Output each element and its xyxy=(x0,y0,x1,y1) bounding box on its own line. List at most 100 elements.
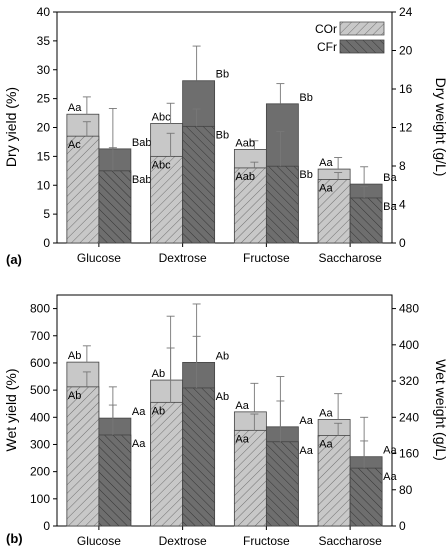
cfr-inner-letters: Ba xyxy=(383,201,397,213)
y-tick-label: 20 xyxy=(37,121,51,135)
cfr-total-letters: Aa xyxy=(299,415,313,427)
legend-label-cfr: CFr xyxy=(317,40,337,54)
cor-inner-bar-hatch xyxy=(150,155,184,244)
y2-tick-label: 0 xyxy=(399,519,406,533)
cor-total-letters: Aa xyxy=(319,407,333,419)
x-tick-label: Glucose xyxy=(77,251,121,265)
x-tick-label: Glucose xyxy=(77,534,121,548)
cfr-inner-bar-hatch xyxy=(349,197,383,244)
chart-marks: 0 100 200 300 400 500 600 700 800 0 80 160 240 320 400… xyxy=(30,302,419,548)
cfr-inner-letters: Aa xyxy=(383,471,397,483)
chart-marks: 0 5 10 15 20 25 30 35 40 0 4 8 12 16 20 24 Glucose Aa Ac Ba… xyxy=(37,5,413,265)
plot-area-frame xyxy=(56,294,393,527)
y2-tick-label: 240 xyxy=(399,410,419,424)
y-tick-label: 5 xyxy=(43,207,50,221)
cfr-total-letters: Ba xyxy=(383,172,397,184)
y2-tick-label: 160 xyxy=(399,447,419,461)
cfr-inner-letters: Bb xyxy=(216,129,229,141)
cfr-inner-bar-hatch xyxy=(349,467,383,527)
y2-tick-label: 20 xyxy=(399,44,413,58)
x-tick-label: Dextrose xyxy=(159,534,207,548)
y2-tick-label: 400 xyxy=(399,338,419,352)
wet-yield-chart-panel: 0 100 200 300 400 500 600 700 800 0 80 160 240 320 400… xyxy=(3,294,448,548)
dry-yield-chart-panel: 0 5 10 15 20 25 30 35 40 0 4 8 12 16 20 24 Glucose Aa Ac Ba… xyxy=(3,5,448,267)
cor-total-letters: Abc xyxy=(152,111,171,123)
y-axis-title: Dry yield (%) xyxy=(3,87,19,167)
cor-inner-letters: Aa xyxy=(319,182,333,194)
y-tick-label: 600 xyxy=(30,356,50,370)
panel-label: (a) xyxy=(6,252,22,267)
cor-inner-bar-hatch xyxy=(150,401,184,527)
y2-tick-label: 12 xyxy=(399,121,413,135)
cor-inner-bar-hatch xyxy=(233,167,267,244)
y-tick-label: 25 xyxy=(37,92,51,106)
cor-total-letters: Ab xyxy=(152,368,165,380)
cor-inner-letters: Ab xyxy=(68,390,81,402)
y-tick-label: 300 xyxy=(30,437,50,451)
y-tick-label: 0 xyxy=(43,236,50,250)
x-tick-label: Fructose xyxy=(243,534,290,548)
y-tick-label: 15 xyxy=(37,149,51,163)
y-tick-label: 10 xyxy=(37,178,51,192)
y2-tick-label: 80 xyxy=(399,483,413,497)
cfr-inner-bar-hatch xyxy=(265,441,299,527)
cfr-total-letters: Bab xyxy=(132,137,152,149)
cor-inner-letters: Aa xyxy=(235,433,249,445)
y2-tick-label: 480 xyxy=(399,302,419,316)
cor-inner-bar-hatch xyxy=(317,435,351,527)
y-tick-label: 800 xyxy=(30,302,50,316)
cfr-inner-bar-hatch xyxy=(98,434,132,527)
y2-tick-label: 8 xyxy=(399,159,406,173)
cfr-inner-letters: Ab xyxy=(216,391,229,403)
cor-inner-bar-hatch xyxy=(317,179,351,244)
y2-axis-title: Wet weight (g/L) xyxy=(433,359,448,461)
cfr-inner-letters: Aa xyxy=(132,438,146,450)
y2-tick-label: 320 xyxy=(399,374,419,388)
cor-total-letters: Aa xyxy=(235,400,249,412)
y-tick-label: 400 xyxy=(30,410,50,424)
cor-inner-letters: Aab xyxy=(235,171,255,183)
legend: COr CFr xyxy=(315,21,385,54)
cfr-total-letters: Bb xyxy=(216,69,229,81)
x-tick-label: Fructose xyxy=(243,251,290,265)
y-tick-label: 0 xyxy=(43,519,50,533)
cfr-inner-letters: Aa xyxy=(299,445,313,457)
cfr-total-letters: Bb xyxy=(299,92,312,104)
y2-tick-label: 24 xyxy=(399,5,413,19)
cor-inner-bar-hatch xyxy=(66,135,100,244)
cor-inner-letters: Abc xyxy=(152,159,171,171)
cor-total-letters: Aab xyxy=(235,137,255,149)
cor-total-letters: Ab xyxy=(68,350,81,362)
cfr-inner-bar-hatch xyxy=(182,125,216,244)
cor-inner-bar-hatch xyxy=(66,386,100,527)
cfr-inner-bar-hatch xyxy=(98,170,132,244)
y-axis-title: Wet yield (%) xyxy=(3,369,19,452)
y-tick-label: 40 xyxy=(37,5,51,19)
cfr-total-letters: Ab xyxy=(216,350,229,362)
y-tick-label: 500 xyxy=(30,383,50,397)
cor-total-letters: Aa xyxy=(319,157,333,169)
legend-label-cor: COr xyxy=(315,22,337,36)
y2-tick-label: 4 xyxy=(399,198,406,212)
x-tick-label: Dextrose xyxy=(159,251,207,265)
cor-inner-letters: Ab xyxy=(152,405,165,417)
y2-tick-label: 16 xyxy=(399,82,413,96)
cfr-inner-letters: Bab xyxy=(132,174,152,186)
y-tick-label: 200 xyxy=(30,465,50,479)
cfr-total-letters: Aa xyxy=(383,445,397,457)
cor-inner-letters: Ac xyxy=(68,139,81,151)
y-tick-label: 30 xyxy=(37,63,51,77)
legend-swatch-cor-hatch xyxy=(339,21,385,36)
legend-swatch-cfr-hatch xyxy=(339,39,385,54)
cfr-total-letters: Aa xyxy=(132,406,146,418)
x-tick-label: Saccharose xyxy=(318,534,382,548)
cfr-inner-letters: Bb xyxy=(299,169,312,181)
cor-total-letters: Aa xyxy=(68,102,82,114)
y-tick-label: 700 xyxy=(30,329,50,343)
cor-inner-letters: Aa xyxy=(319,439,333,451)
y2-axis-title: Dry weight (g/L) xyxy=(433,78,448,177)
x-tick-label: Saccharose xyxy=(318,251,382,265)
cfr-inner-bar-hatch xyxy=(265,165,299,244)
cfr-inner-bar-hatch xyxy=(182,387,216,527)
